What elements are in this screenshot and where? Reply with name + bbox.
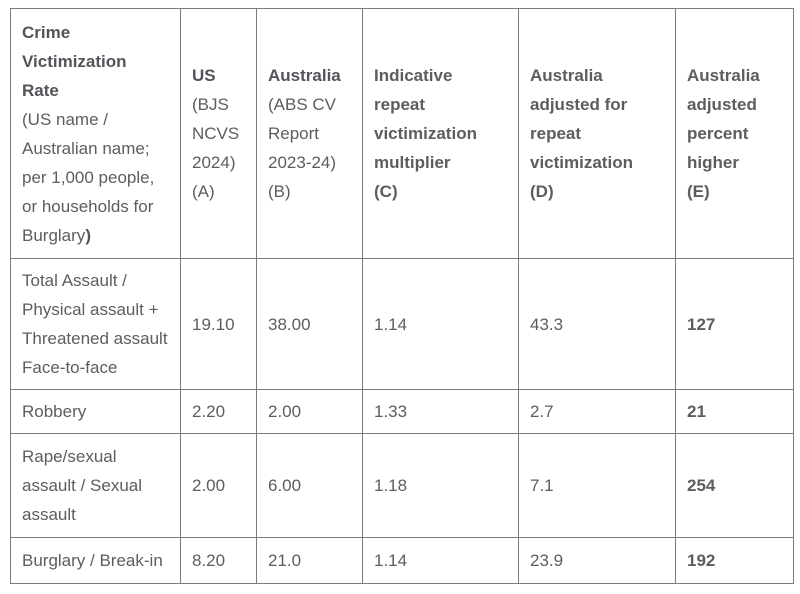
table-row-robbery: Robbery 2.20 2.00 1.33 2.7 21 [10, 389, 794, 434]
crime-name-cell: Robbery [10, 389, 181, 434]
multiplier-value-cell: 1.14 [362, 258, 519, 390]
header-cell-us: US (BJS NCVS 2024) (A) [180, 8, 257, 259]
header-cell-australia: Australia (ABS CV Report 2023-24) (B) [256, 8, 363, 259]
us-value-cell: 2.20 [180, 389, 257, 434]
us-value-cell: 8.20 [180, 537, 257, 584]
percent-higher-value-cell: 192 [675, 537, 794, 584]
us-value-cell: 19.10 [180, 258, 257, 390]
australia-value-cell: 2.00 [256, 389, 363, 434]
crime-name-cell: Total Assault / Physical assault + Threa… [10, 258, 181, 390]
adjusted-value-cell: 23.9 [518, 537, 676, 584]
header-cell-crime-rate: Crime Victimization Rate (US name / Austr… [10, 8, 181, 259]
crime-name-cell: Rape/sexual assault / Sexual assault [10, 433, 181, 538]
crime-name-cell: Burglary / Break-in [10, 537, 181, 584]
australia-value-cell: 38.00 [256, 258, 363, 390]
percent-higher-value-cell: 21 [675, 389, 794, 434]
australia-column-source: (ABS CV Report 2023-24) (B) [268, 95, 337, 201]
us-value-cell: 2.00 [180, 433, 257, 538]
table-row-rape-sexual-assault: Rape/sexual assault / Sexual assault 2.0… [10, 433, 794, 538]
crime-victimization-table: Crime Victimization Rate (US name / Austr… [10, 8, 794, 584]
crime-rate-subtitle: (US name / Australian name; per 1,000 pe… [22, 109, 155, 245]
percent-higher-value-cell: 127 [675, 258, 794, 390]
table-row-burglary: Burglary / Break-in 8.20 21.0 1.14 23.9 … [10, 537, 794, 584]
crime-rate-title: Crime Victimization Rate [22, 22, 127, 100]
us-column-source: (BJS NCVS 2024) (A) [192, 95, 240, 201]
adjusted-value-cell: 7.1 [518, 433, 676, 538]
percent-higher-value-cell: 254 [675, 433, 794, 538]
australia-column-title: Australia [268, 66, 341, 85]
us-column-title: US [192, 66, 216, 85]
crime-rate-subtitle-bold-paren: ) [85, 225, 91, 245]
adjusted-value-cell: 2.7 [518, 389, 676, 434]
multiplier-value-cell: 1.33 [362, 389, 519, 434]
adjusted-value-cell: 43.3 [518, 258, 676, 390]
table-row-total-assault: Total Assault / Physical assault + Threa… [10, 258, 794, 390]
multiplier-value-cell: 1.18 [362, 433, 519, 538]
australia-value-cell: 21.0 [256, 537, 363, 584]
table-header-row: Crime Victimization Rate (US name / Austr… [10, 8, 794, 259]
australia-value-cell: 6.00 [256, 433, 363, 538]
header-cell-multiplier: Indicative repeat victimization multipli… [362, 8, 519, 259]
header-cell-percent-higher: Australia adjusted percent higher (E) [675, 8, 794, 259]
header-cell-adjusted: Australia adjusted for repeat victimizat… [518, 8, 676, 259]
multiplier-value-cell: 1.14 [362, 537, 519, 584]
